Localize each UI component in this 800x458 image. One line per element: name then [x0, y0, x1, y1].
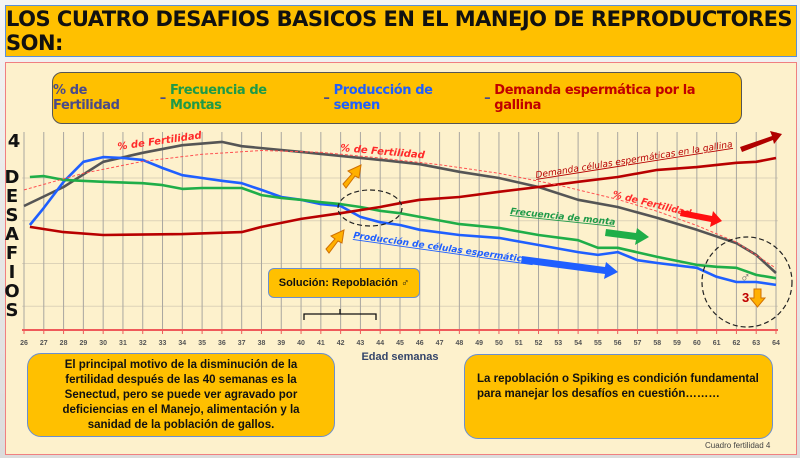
- x-tick-label: 39: [277, 340, 285, 347]
- x-tick-label: 50: [495, 340, 503, 347]
- legend-frecuencia: Frecuencia de Montas: [170, 83, 267, 113]
- x-tick-label: 26: [20, 340, 28, 347]
- x-tick-label: 30: [99, 340, 107, 347]
- y-axis-top-label: 4: [7, 131, 21, 152]
- x-tick-label: 58: [653, 340, 661, 347]
- x-tick-label: 56: [614, 340, 622, 347]
- series-line--de-fertilidad: [23, 140, 777, 274]
- arrow-frecuencia-icon: [605, 228, 649, 245]
- note-left-text: El principal motivo de la disminución de…: [62, 358, 300, 431]
- legend-produccion: Producción de semen: [333, 83, 433, 113]
- x-tick-label: 33: [159, 340, 167, 347]
- series-lines: [23, 140, 777, 287]
- x-tick-label: 32: [139, 340, 147, 347]
- legend-box: % de Fertilidad – Frecuencia de Montas –…: [52, 72, 742, 124]
- arrow-up-orange-icon: [325, 229, 345, 254]
- x-tick-label: 40: [297, 340, 305, 347]
- highlight-circle: [701, 236, 793, 328]
- x-tick-label: 34: [178, 340, 186, 347]
- y-axis-label: DESAFIOS: [4, 167, 20, 321]
- x-tick-label: 28: [60, 340, 68, 347]
- x-tick-label: 31: [119, 340, 127, 347]
- highlight-ellipse: [337, 189, 403, 227]
- x-tick-label: 41: [317, 340, 325, 347]
- arrow-produccion-icon: [521, 256, 618, 279]
- annotation-frecuencia: Frecuencia de monta: [510, 207, 616, 228]
- x-tick-label: 44: [376, 340, 384, 347]
- solution-label: Solución: Repoblación ♂: [278, 277, 410, 289]
- arrow-down-orange-icon: [748, 288, 767, 308]
- arrow-up-orange-icon: [342, 164, 362, 189]
- legend-fertilidad: % de Fertilidad: [53, 83, 120, 113]
- x-tick-label: 52: [535, 340, 543, 347]
- annotation-fertilidad-3: % de Fertilidad: [611, 189, 692, 219]
- bracket: [303, 309, 377, 320]
- x-tick-label: 42: [337, 340, 345, 347]
- x-tick-label: 61: [713, 340, 721, 347]
- x-tick-label: 37: [238, 340, 246, 347]
- legend-sep: –: [319, 90, 334, 106]
- note-right-text: La repoblación o Spiking es condición fu…: [477, 372, 759, 400]
- x-axis-label: Edad semanas: [361, 351, 438, 363]
- x-tick-label: 45: [396, 340, 404, 347]
- x-tick-label: 57: [634, 340, 642, 347]
- x-ticks: 26 27 28 29 30 31 32 33 34 35 36 37 38 39 40 41 42 43 44 45…: [20, 330, 780, 347]
- x-tick-label: 48: [455, 340, 463, 347]
- grid: [22, 132, 778, 330]
- arrow-demanda-icon: [740, 131, 782, 152]
- x-tick-label: 27: [40, 340, 48, 347]
- x-tick-label: 54: [574, 340, 582, 347]
- arrow-fertilidad-icon: [680, 210, 722, 227]
- x-tick-label: 29: [79, 340, 87, 347]
- series-line-demanda-esperm-tica-por-la-gallina: [29, 156, 777, 237]
- x-tick-label: 38: [258, 340, 266, 347]
- x-tick-label: 60: [693, 340, 701, 347]
- x-tick-label: 47: [436, 340, 444, 347]
- x-tick-label: 62: [733, 340, 741, 347]
- x-tick-label: 46: [416, 340, 424, 347]
- legend-sep: –: [479, 90, 495, 106]
- x-tick-label: 63: [752, 340, 760, 347]
- x-tick-label: 36: [218, 340, 226, 347]
- x-tick-label: 55: [594, 340, 602, 347]
- annotation-fertilidad-2: % de Fertilidad: [340, 143, 426, 161]
- slide-title: LOS CUATRO DESAFIOS BASICOS EN EL MANEJO…: [5, 5, 797, 57]
- x-tick-label: 49: [475, 340, 483, 347]
- x-tick-label: 51: [515, 340, 523, 347]
- solution-box: Solución: Repoblación ♂: [268, 268, 420, 298]
- footer-text: Cuadro fertilidad 4: [705, 441, 771, 450]
- annotation-three: 3: [742, 290, 749, 305]
- x-tick-label: 43: [357, 340, 365, 347]
- x-tick-label: 53: [554, 340, 562, 347]
- legend-sep: –: [155, 90, 171, 106]
- legend-demanda: Demanda espermática por la gallina: [494, 83, 696, 113]
- x-tick-label: 64: [772, 340, 780, 347]
- series-line--de-fertilidad-tendencia-: [23, 150, 777, 269]
- note-left-box: El principal motivo de la disminución de…: [27, 353, 335, 437]
- note-right-box: La repoblación o Spiking es condición fu…: [464, 354, 773, 439]
- male-symbol-icon: ♂: [740, 269, 751, 285]
- x-tick-label: 59: [673, 340, 681, 347]
- x-tick-label: 35: [198, 340, 206, 347]
